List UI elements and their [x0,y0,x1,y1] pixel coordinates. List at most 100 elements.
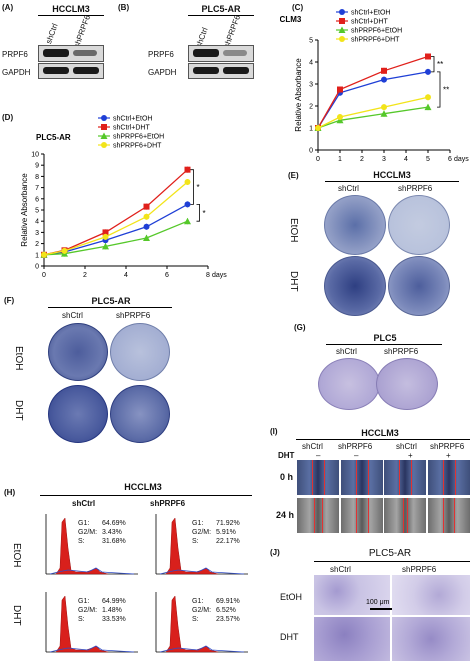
significance-label: * [197,183,200,192]
data-point [143,234,150,241]
chart-title: HCCLM3 [280,15,302,24]
scale-bar-label: 100 μm [366,599,390,606]
colony-dish [318,358,380,410]
x-tick-label: 2 [83,272,87,279]
fit-curve [49,567,135,575]
panel-f-title: PLC5-AR [91,296,131,306]
col-label: shPRPF6 [384,347,419,356]
panel-g-letter: (G) [294,323,306,332]
panel-j-title: PLC5-AR [368,548,412,559]
cell-cycle-value: 22.17% [216,538,240,545]
y-tick-label: 4 [35,219,39,226]
x-tick-label: 6 [165,272,169,279]
data-point [381,67,387,74]
lane-label: shPRPF6 [72,13,93,50]
panel-b-letter: (B) [118,3,130,12]
data-point [425,53,431,60]
flow-histogram: G1: 69.91% G2/M: 6.52% S: 23.57% [148,586,252,658]
panel-a-letter: (A) [2,3,14,12]
wound-edge [454,460,456,495]
wound-image [384,498,426,533]
panel-g-rule [326,344,442,345]
cell-cycle-value: 31.68% [102,538,126,545]
wound-edge [367,460,369,495]
row-label: GAPDH [148,68,177,77]
data-point [102,229,109,236]
x-tick-label: 4 [404,156,408,163]
cell-cycle-label: S: [78,616,85,623]
data-point [41,251,47,258]
significance-label: ** [443,86,449,95]
fit-curve [159,645,245,653]
col-label: shCtrl [338,184,359,193]
flow-cytometry-grid: G1: 64.69% G2/M: 3.43% S: 31.68% G1: 71.92% G2/M… [38,508,254,660]
data-point [143,213,150,220]
col-label: shCtrl [302,442,323,451]
panel-i-rule [296,439,470,440]
cell-cycle-value: 5.91% [216,529,236,536]
cell-cycle-value: 71.92% [216,520,240,527]
lane-label: shCtrl [44,22,60,46]
blot-band [193,49,219,57]
cell-cycle-value: 64.99% [102,598,126,605]
panel-e-title: HCCLM3 [373,170,411,180]
significance-label: * [203,209,206,218]
histogram-plot [45,592,138,653]
data-point [102,242,109,250]
legend-marker [100,132,108,139]
wound-edge [403,498,404,533]
x-axis-label: days [454,156,469,163]
cell-cycle-value: 23.57% [216,616,240,623]
panel-f-rule [48,307,172,308]
y-tick-label: 2 [35,241,39,248]
legend-label: shCtrl+EtOH [113,116,152,123]
x-tick-label: 0 [316,156,320,163]
significance-bracket [190,169,194,205]
x-tick-label: 5 [426,156,430,163]
wound-edge [322,498,323,533]
col-label: shPRPF6 [338,442,373,451]
y-tick-label: 3 [35,230,39,237]
dht-sign: – [354,451,359,460]
panel-d-letter: (D) [2,113,14,122]
western-blot-prpf6 [38,45,104,62]
western-blot-prpf6 [188,45,254,62]
x-tick-label: 4 [124,272,128,279]
data-point [184,217,191,225]
chart-c: 0 1 2 3 4 5 6 0 1 2 3 4 5 days Relative Absorbance HCCL… [280,9,469,163]
series-line [43,169,188,256]
row-label: EtOH [11,543,22,568]
col-label: shCtrl [62,311,83,320]
row-label: EtOH [280,592,303,602]
col-label: shCtrl [396,442,417,451]
y-tick-label: 10 [31,152,39,159]
wound-image [297,498,339,533]
cell-cycle-label: G1: [78,598,90,605]
colony-dish [110,323,170,381]
x-tick-label: 0 [42,272,46,279]
y-tick-label: 5 [309,38,313,45]
wound-image [340,498,383,533]
colony-dish [324,195,386,255]
wound-edge [399,460,400,495]
colony-dish [388,195,450,255]
fit-curve [159,567,245,575]
panel-a-rule [38,15,104,16]
panel-j-rule [314,561,470,562]
col-label: shPRPF6 [398,184,433,193]
wound-edge [442,460,444,495]
series-line [317,106,429,129]
legend-label: shCtrl+EtOH [351,10,390,17]
legend-marker [101,124,107,130]
panel-a-title: HCCLM3 [52,4,90,14]
panel-h-rule [40,495,252,496]
blot-band [43,49,69,57]
data-point [380,110,388,117]
wound-edge [355,460,357,495]
panel-j-letter: (J) [270,548,280,557]
g1-peak [165,517,219,575]
wound-edge [312,460,313,495]
g1-peak [165,595,219,653]
panel-g-title: PLC5 [373,333,397,343]
x-axis-label: days [212,272,227,279]
